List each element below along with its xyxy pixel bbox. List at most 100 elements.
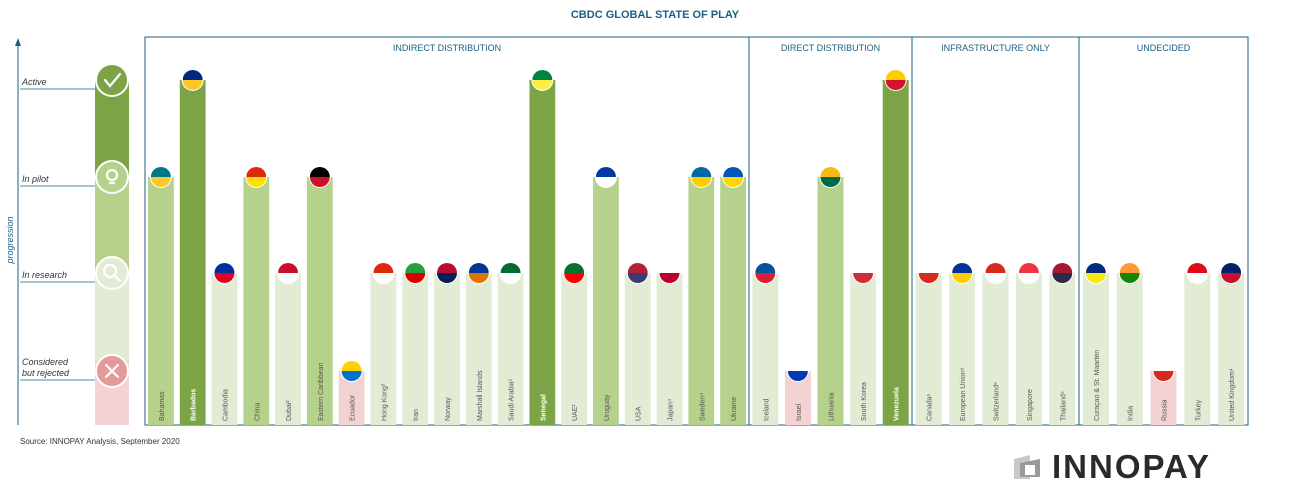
bar-label: Turkey [1195, 399, 1202, 421]
flag-icon [499, 262, 522, 284]
flag-icon [917, 262, 940, 284]
bar-label: Lithuania [829, 392, 836, 421]
bar [306, 177, 333, 425]
bar [1184, 273, 1211, 425]
flag-icon [951, 262, 974, 284]
bar-label: United Kingdom⁴ [1229, 368, 1236, 421]
bar-label: Venezuela [894, 387, 901, 421]
flag-icon [819, 166, 842, 188]
flag-icon [1051, 262, 1074, 284]
group-title: UNDECIDED [1137, 43, 1191, 53]
bar-label: Israel [796, 403, 803, 421]
flag-icon [1118, 262, 1141, 284]
flag-icon [1186, 262, 1209, 284]
bar [243, 177, 270, 425]
bar-label: Russia [1162, 399, 1169, 421]
bar [275, 273, 301, 425]
bar-label: Thailand⁵ [1060, 391, 1067, 421]
flag-icon [340, 360, 363, 382]
flag-icon [372, 262, 395, 284]
bar-label: Singapore [1027, 389, 1034, 421]
bar-label: Eastern Caribbean [318, 363, 325, 421]
bar [593, 177, 619, 425]
flag-icon [404, 262, 427, 284]
bar [211, 273, 238, 425]
bar-label: Saudi Arabia¹ [509, 378, 516, 421]
bar [720, 177, 746, 425]
flag-icon [884, 69, 907, 91]
flag-icon [594, 166, 617, 188]
bar [915, 273, 942, 425]
bar [497, 273, 524, 425]
bar-label: Marshall Islands [477, 370, 484, 421]
chart-title: CBDC GLOBAL STATE OF PLAY [570, 9, 740, 21]
level-label: In pilot [22, 174, 49, 184]
level-label: Considered [22, 357, 69, 367]
bar [370, 273, 397, 425]
flag-icon [181, 69, 204, 91]
bar-label: Canada⁵ [927, 393, 934, 421]
bar-label: Cambodia [222, 389, 229, 421]
bar [688, 177, 715, 425]
bar [529, 80, 556, 425]
bar-label: Barbados [191, 389, 198, 421]
bar [179, 80, 206, 425]
bar-label: Sweden⁴ [699, 393, 706, 421]
flag-icon [467, 262, 490, 284]
cross-icon-glyph [104, 363, 120, 379]
bar [624, 273, 651, 425]
group-title: DIRECT DISTRIBUTION [781, 43, 880, 53]
flag-icon [531, 69, 554, 91]
bar [402, 273, 429, 425]
flag-icon [213, 262, 236, 284]
bar [148, 177, 174, 425]
logo-mark-icon [1014, 455, 1040, 479]
source-note: Source: INNOPAY Analysis, September 2020 [20, 437, 180, 446]
flag-icon [626, 262, 649, 284]
innopay-logo: INNOPAY [1012, 448, 1211, 486]
level-label: but rejected [22, 368, 70, 378]
bar [465, 273, 492, 425]
bar [561, 273, 588, 425]
bar-label: UAE¹ [572, 404, 579, 421]
bar-label: Switzerland⁶ [994, 382, 1001, 421]
bar [1082, 273, 1109, 425]
bar-label: Uruguay [604, 394, 611, 421]
bar [1218, 273, 1245, 425]
bar-label: USA [636, 406, 643, 421]
bar-label: Hong Kong³ [381, 383, 388, 421]
logo-text: INNOPAY [1052, 448, 1211, 485]
level-label: In research [22, 270, 67, 280]
y-axis-title: progression [5, 216, 15, 264]
magnifier-icon [95, 256, 129, 290]
bar-label: South Korea [861, 382, 868, 421]
group-title: INDIRECT DISTRIBUTION [393, 43, 501, 53]
bar-label: China [254, 403, 261, 421]
flag-icon [984, 262, 1007, 284]
bar-label: India [1128, 406, 1135, 421]
flag-icon [308, 166, 331, 188]
bar-label: Curaçao & St. Maarten [1094, 350, 1101, 421]
bar [850, 273, 877, 425]
flag-icon [436, 262, 458, 284]
bar-label: Norway [445, 397, 452, 421]
bar-label: Japan⁴ [668, 399, 675, 421]
flag-icon [852, 262, 875, 284]
group-title: INFRASTRUCTURE ONLY [941, 43, 1050, 53]
bar-label: Senegal [540, 394, 547, 421]
flag-icon [277, 262, 300, 284]
bar [752, 273, 779, 425]
bar-label: Iran [413, 409, 420, 421]
lightbulb-icon-glyph [105, 168, 119, 185]
flag-icon [754, 262, 777, 284]
bar-label: European Union⁶ [960, 367, 967, 421]
bar-label: Bahamas [159, 391, 166, 421]
flag-icon [1017, 262, 1040, 284]
flag-icon [786, 360, 809, 382]
bar [982, 273, 1009, 425]
bar-label: Ukraine [731, 397, 738, 421]
bar [434, 273, 460, 425]
bar [656, 273, 683, 425]
flag-icon [690, 166, 713, 188]
